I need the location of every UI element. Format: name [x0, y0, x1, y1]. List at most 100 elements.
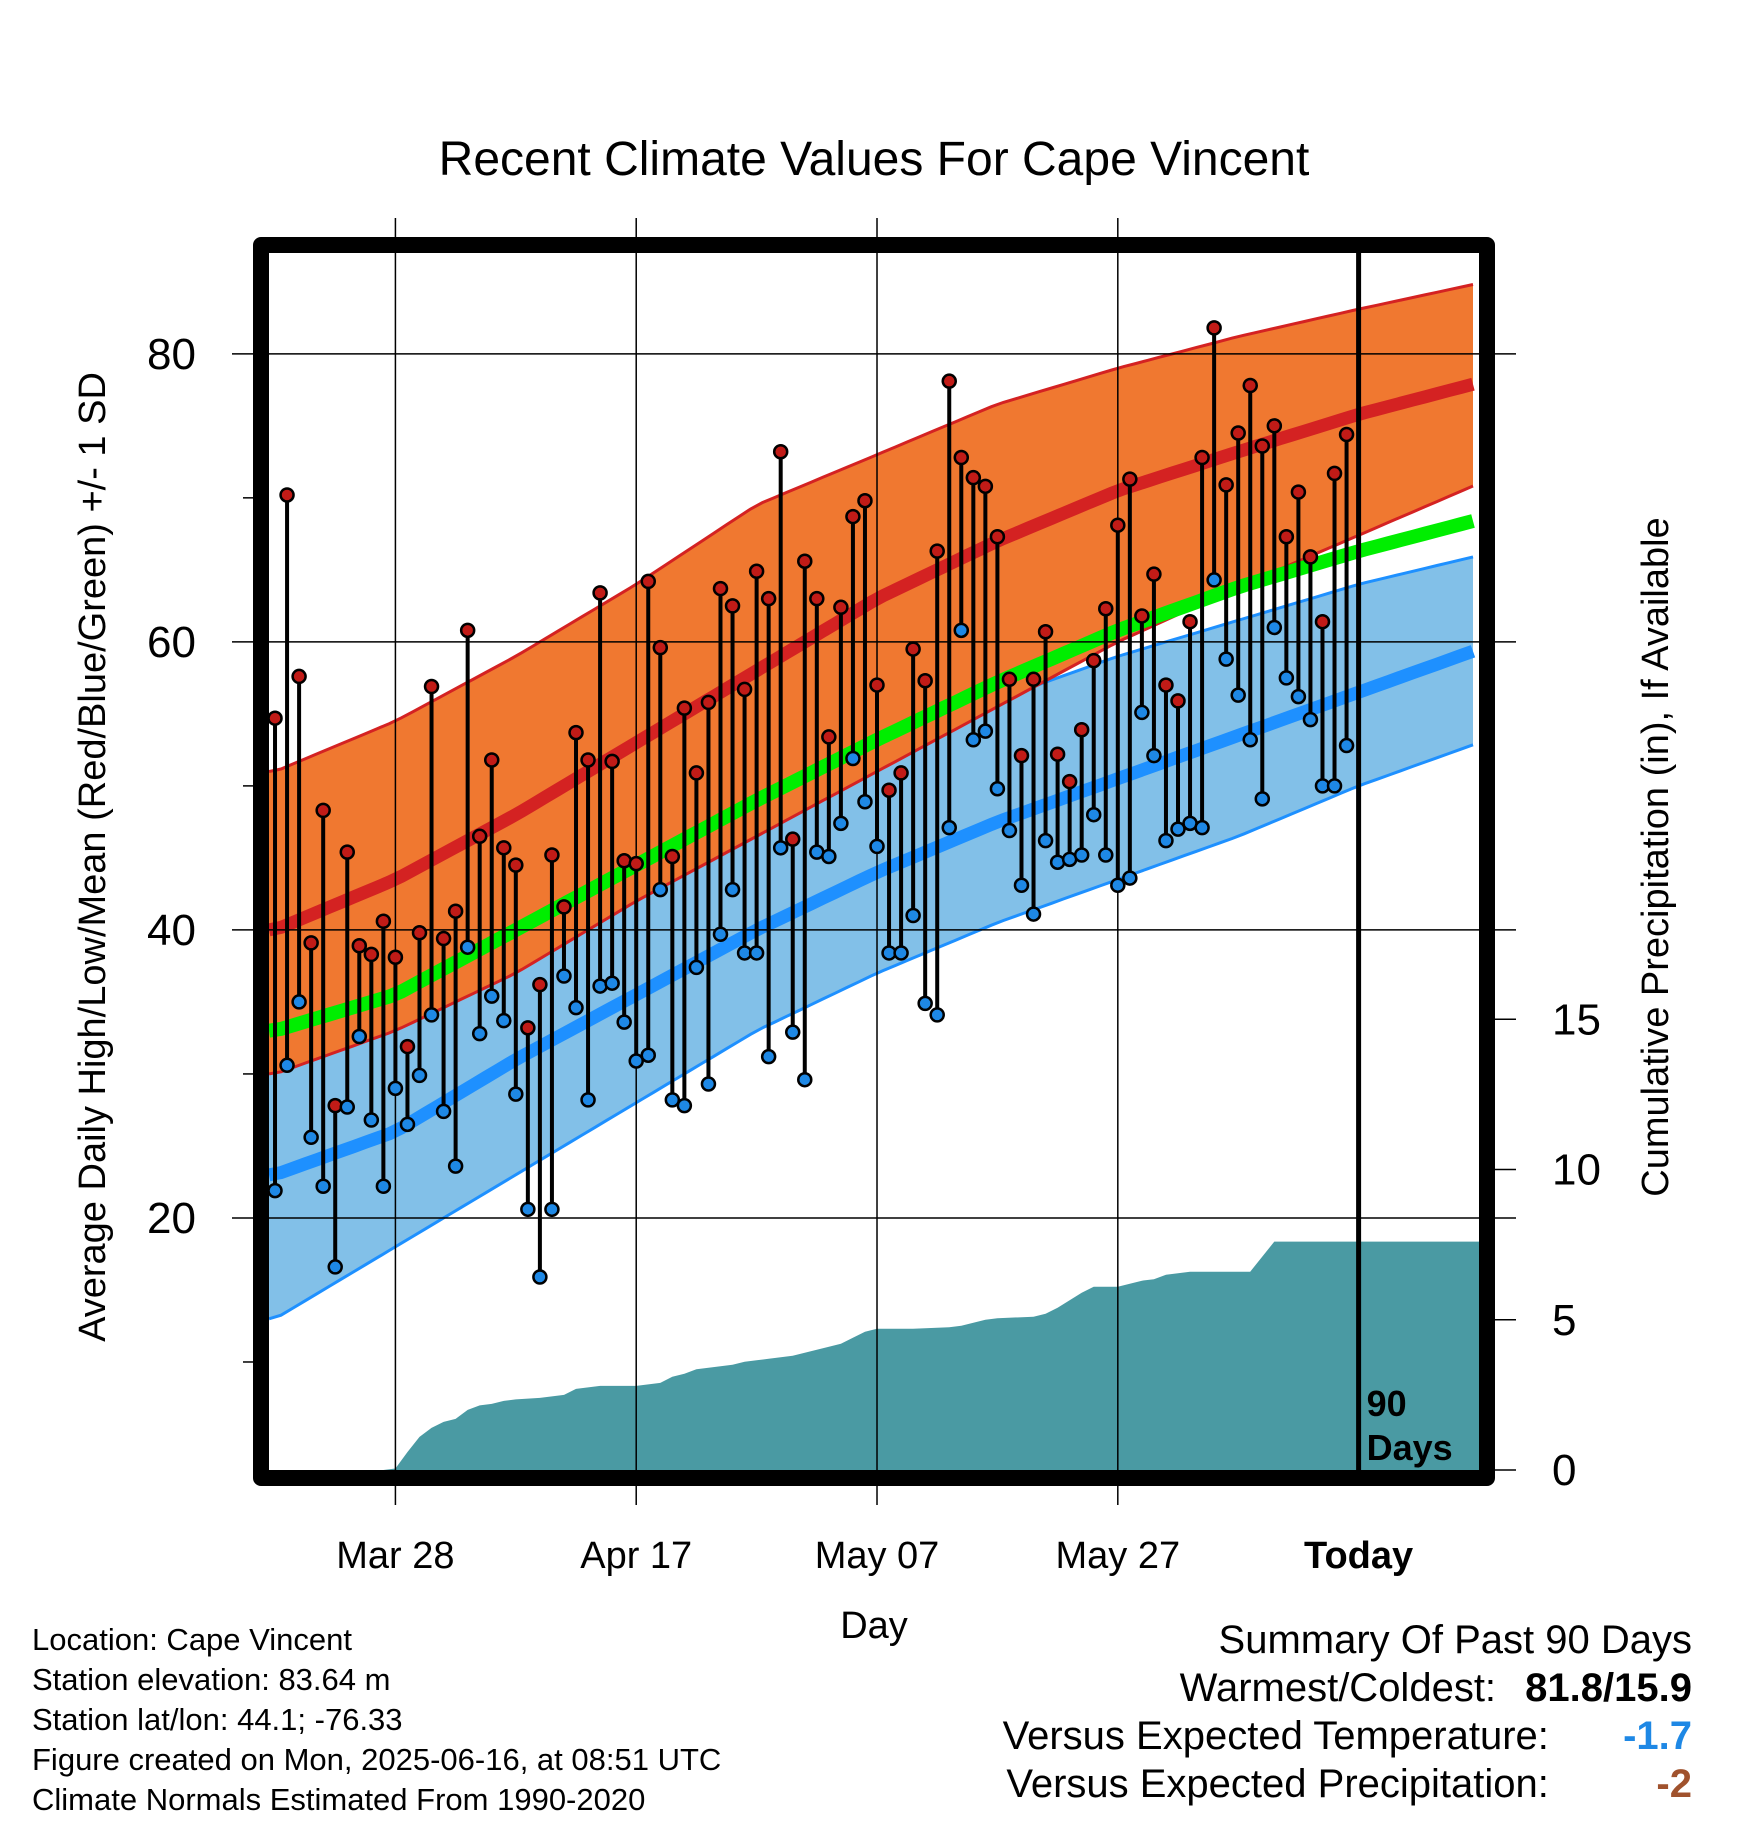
low-point [351, 1028, 368, 1045]
low-point [1013, 877, 1030, 894]
high-point [953, 449, 970, 466]
low-point [953, 622, 970, 639]
y2-tick-label: 10 [1552, 1146, 1601, 1195]
high-point [989, 528, 1006, 545]
high-point [279, 487, 295, 503]
high-point [929, 543, 945, 559]
high-point [640, 573, 657, 590]
low-point [1098, 847, 1114, 863]
high-point [1206, 320, 1222, 336]
low-point [1266, 619, 1283, 636]
elevation-text: Station elevation: 83.64 m [32, 1662, 391, 1697]
today-days-word: Days [1367, 1427, 1453, 1468]
high-point [351, 938, 368, 954]
high-point [387, 949, 404, 966]
low-point [411, 1067, 428, 1084]
low-point [399, 1116, 416, 1133]
high-point [604, 753, 620, 770]
low-mean-line [269, 645, 1476, 1182]
normal-mean-line [269, 514, 1475, 1038]
high-point [303, 935, 319, 951]
low-point [1254, 791, 1271, 807]
plot-frame [253, 237, 1495, 1486]
high-point [267, 710, 283, 726]
high-point [977, 478, 994, 495]
high-point [821, 729, 837, 745]
normal-bands [269, 283, 1476, 1321]
high-point [1013, 747, 1030, 764]
high-point [688, 765, 705, 781]
high-point [1025, 671, 1042, 688]
high-point [652, 639, 669, 656]
low-point [905, 907, 921, 924]
low-lower-line [269, 743, 1474, 1321]
low-point [917, 995, 933, 1012]
chart-title: Recent Climate Values For Cape Vincent [439, 133, 1310, 186]
low-point [748, 945, 765, 961]
low-point [688, 959, 705, 976]
high-point [447, 903, 464, 919]
low-point [1110, 877, 1126, 894]
high-point [423, 678, 440, 695]
high-point [1230, 425, 1246, 441]
high-point [712, 580, 729, 597]
low-point [893, 945, 909, 961]
high-point [628, 855, 644, 872]
warmest-coldest-label: Warmest/Coldest: [1179, 1666, 1497, 1710]
high-point [291, 668, 307, 685]
low-point [628, 1053, 644, 1069]
low-point [267, 1182, 283, 1199]
high-point [1242, 377, 1258, 394]
high-point [315, 802, 331, 819]
high-point [1218, 477, 1234, 493]
low-point [676, 1097, 693, 1114]
low-point [1134, 704, 1150, 721]
location-text: Location: Cape Vincent [32, 1622, 352, 1657]
low-point [423, 1007, 440, 1023]
high-point [772, 444, 789, 460]
high-point [760, 590, 777, 607]
low-point [1218, 651, 1234, 667]
high-point [1098, 600, 1114, 617]
x-tick-label: Today [1304, 1535, 1413, 1577]
y2-tick-label: 5 [1552, 1296, 1576, 1345]
high-point [1122, 471, 1138, 487]
low-point [857, 793, 873, 810]
low-point [724, 881, 741, 898]
low-point [604, 975, 620, 991]
precip-anomaly-row: Versus Expected Precipitation: -2 [1003, 1760, 1692, 1808]
high-point [1302, 549, 1319, 565]
high-point [700, 694, 717, 711]
low-point [1338, 737, 1355, 754]
high-point [532, 976, 548, 993]
low-point [556, 968, 572, 984]
high-point [1266, 418, 1283, 434]
low-point [580, 1092, 596, 1108]
y-tick-label: 80 [147, 330, 196, 379]
high-point [459, 622, 476, 639]
high-sd-band [269, 284, 1473, 1074]
low-point [303, 1129, 319, 1146]
low-point [1122, 870, 1138, 886]
low-point [496, 1012, 512, 1029]
station-info: Location: Cape Vincent Station elevation… [32, 1620, 721, 1820]
high-point [905, 641, 921, 657]
high-mean-line [269, 377, 1475, 937]
low-point [664, 1092, 681, 1108]
high-point [1278, 528, 1295, 545]
high-point [845, 508, 861, 525]
low-point [929, 1007, 945, 1023]
axes-ticks: 20 40 60 80 0 5 10 15 Mar 28 Apr 17 May 07 May 27 To… [147, 330, 1601, 1577]
high-point [592, 585, 608, 601]
high-point [496, 840, 512, 856]
low-point [1194, 819, 1210, 836]
low-point [797, 1071, 813, 1088]
low-point [1242, 732, 1258, 748]
high-point [483, 752, 500, 768]
low-point [712, 926, 729, 942]
high-point [724, 598, 741, 614]
low-point [1290, 688, 1307, 705]
low-point [1001, 822, 1018, 839]
high-point [435, 930, 452, 947]
